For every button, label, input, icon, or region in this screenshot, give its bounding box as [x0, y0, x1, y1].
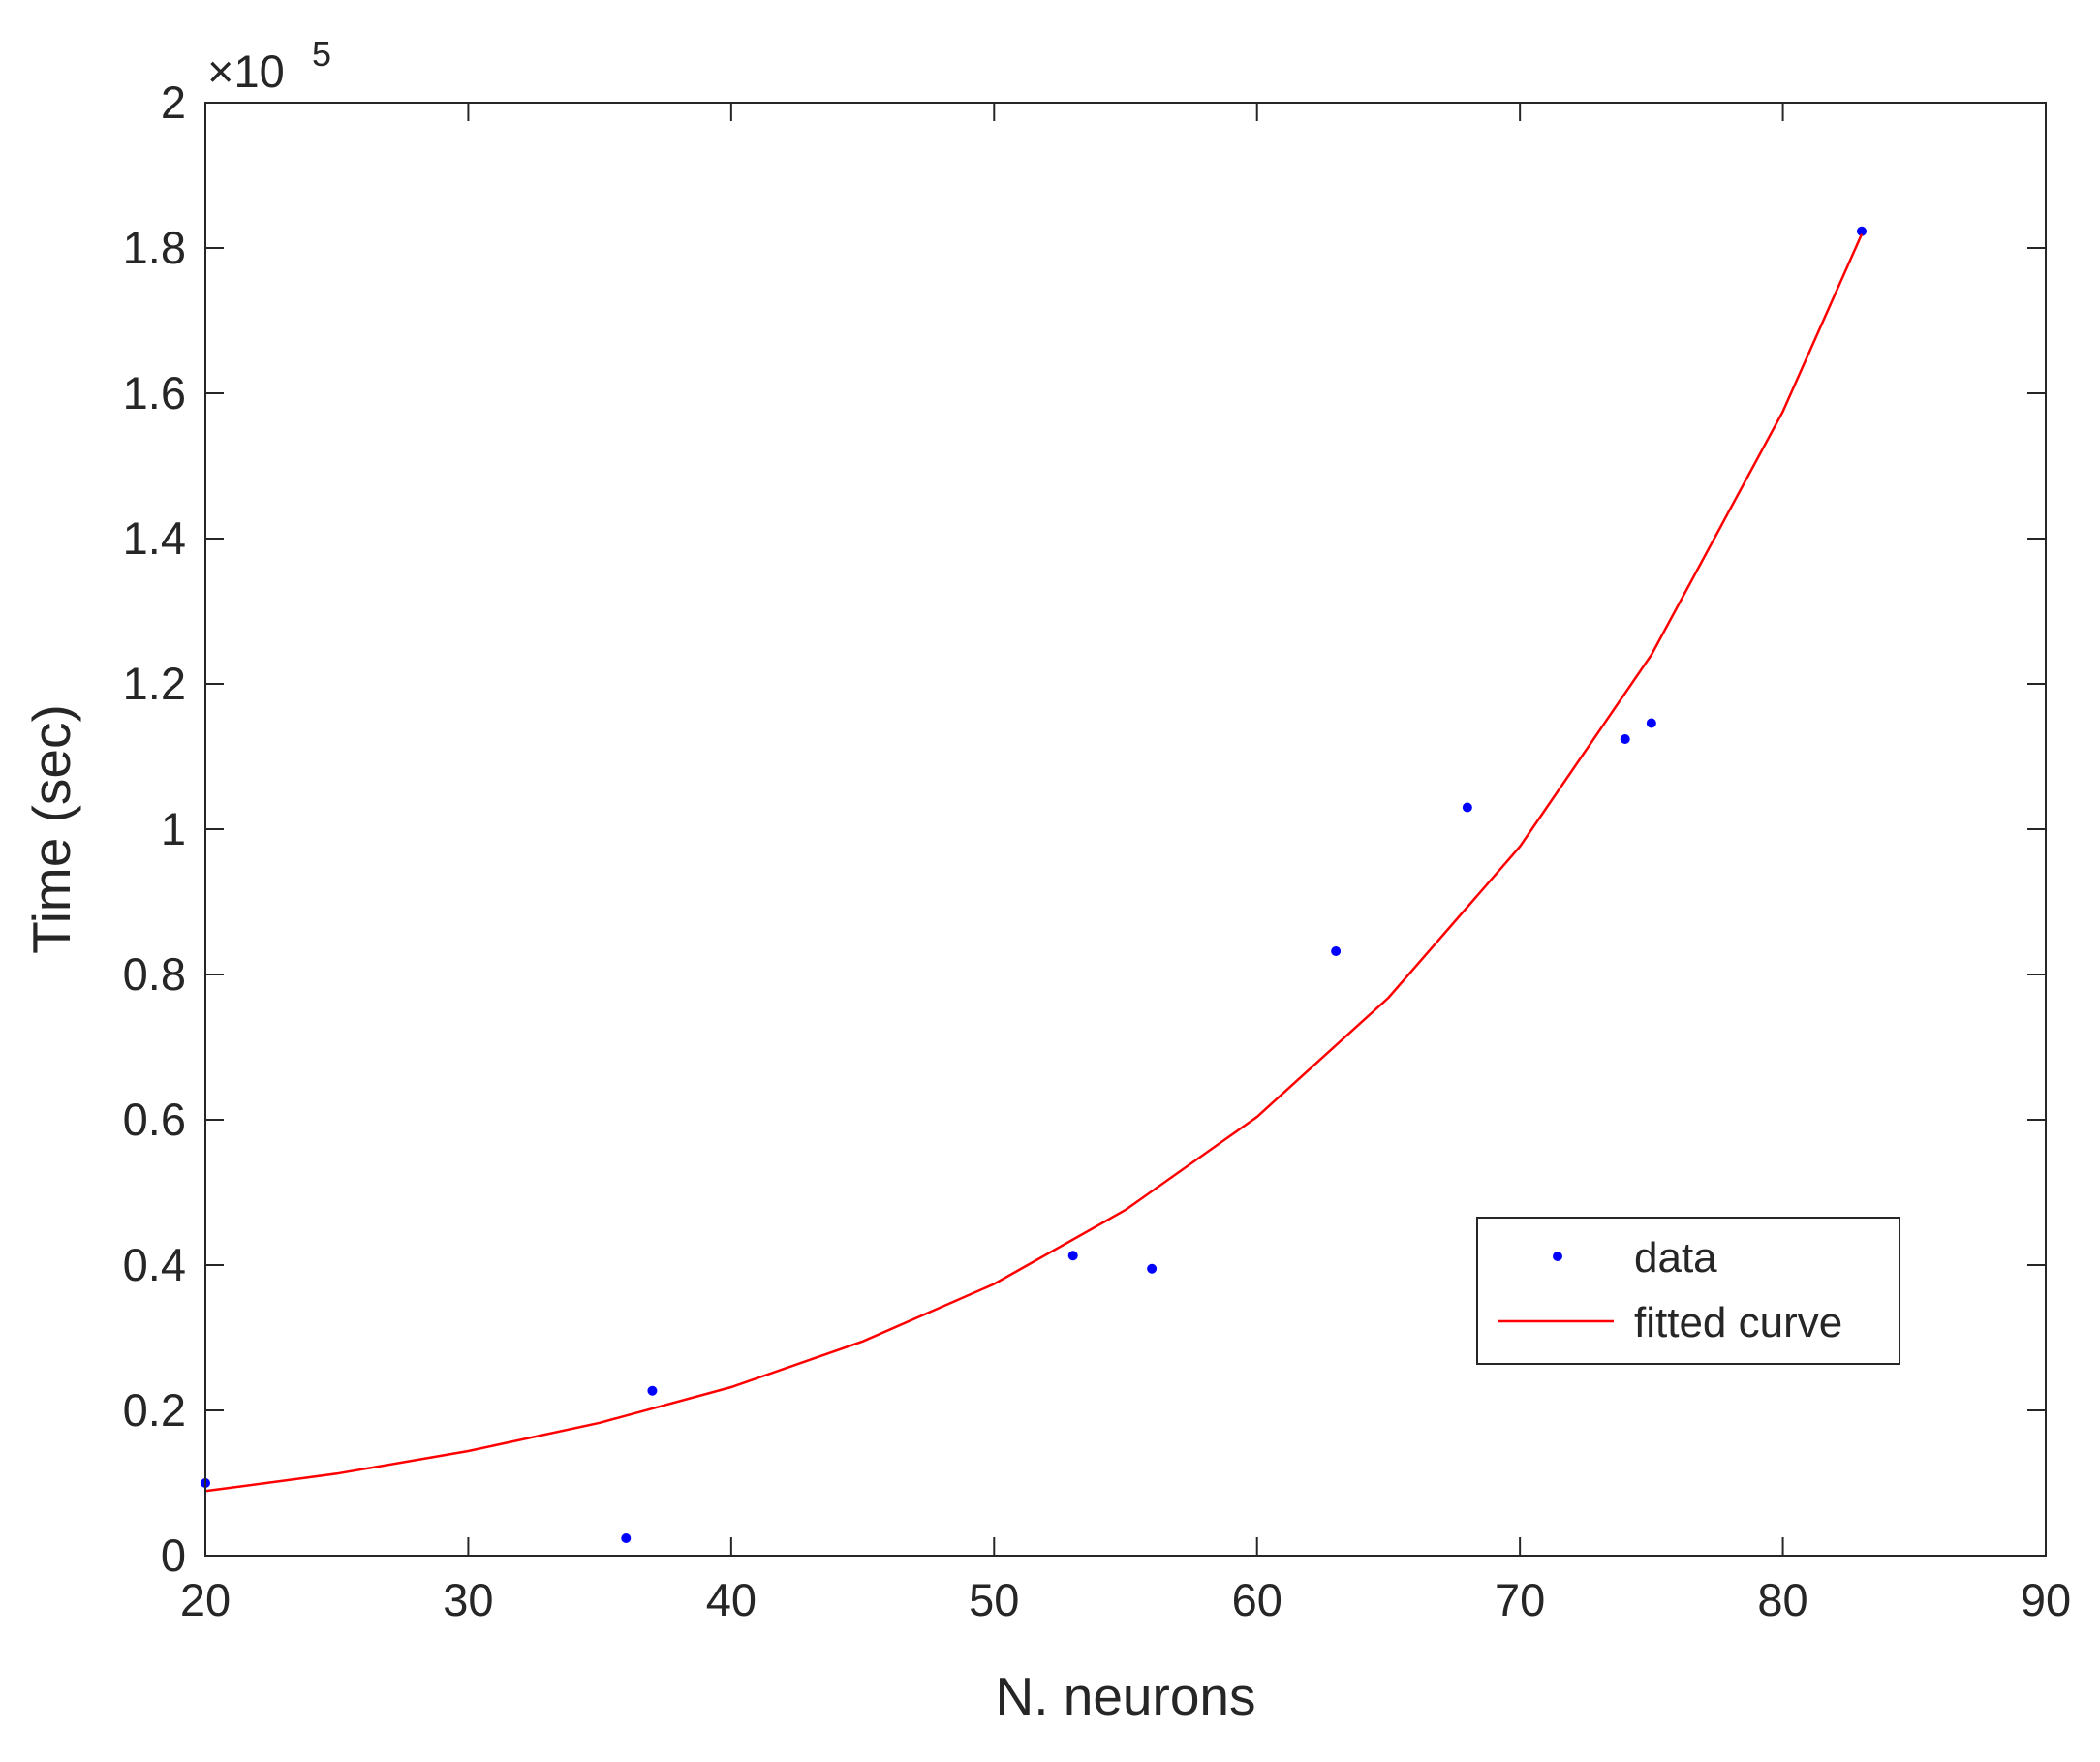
plot-frame [204, 102, 2047, 1557]
y-tick-label: 0.6 [123, 1094, 186, 1145]
legend-label: fitted curve [1634, 1299, 1842, 1346]
y-tick-label: 0 [161, 1530, 186, 1581]
legend-label: data [1634, 1234, 1717, 1282]
data-point [1620, 734, 1630, 744]
x-tick-label: 50 [969, 1574, 1019, 1625]
y-axis-label: Time (sec) [21, 704, 81, 954]
legend-box [1476, 1217, 1900, 1365]
y-tick-label: 1 [161, 803, 186, 854]
x-tick-label: 30 [443, 1574, 493, 1625]
x-tick-label: 90 [2021, 1574, 2071, 1625]
data-point [1331, 946, 1342, 956]
y-tick-label: 1.4 [123, 512, 186, 564]
y-tick-label: 1.2 [123, 658, 186, 709]
y-tick-label: 1.6 [123, 367, 186, 418]
data-point [621, 1533, 632, 1543]
y-tick-label: 0.4 [123, 1239, 186, 1290]
y-tick-label: 0.2 [123, 1384, 186, 1436]
x-tick-label: 80 [1757, 1574, 1807, 1625]
x-tick-label: 70 [1495, 1574, 1545, 1625]
data-point [1147, 1263, 1158, 1274]
x-axis-label: N. neurons [995, 1666, 1255, 1726]
x-tick-label: 60 [1232, 1574, 1282, 1625]
y-exponent-base: ×10 [207, 46, 285, 97]
fitted-line [204, 233, 1864, 1493]
y-tick-label: 2 [161, 77, 186, 128]
y-tick-label: 0.8 [123, 948, 186, 1000]
x-tick-label: 40 [706, 1574, 757, 1625]
data-point [1462, 802, 1472, 813]
data-point [1067, 1251, 1078, 1261]
data-point [647, 1385, 658, 1396]
data-point [1646, 718, 1656, 728]
y-tick-label: 1.8 [123, 222, 186, 273]
x-tick-label: 20 [180, 1574, 231, 1625]
data-point [1857, 226, 1867, 236]
legend-marker [1553, 1252, 1562, 1261]
y-exponent: 5 [312, 34, 331, 74]
